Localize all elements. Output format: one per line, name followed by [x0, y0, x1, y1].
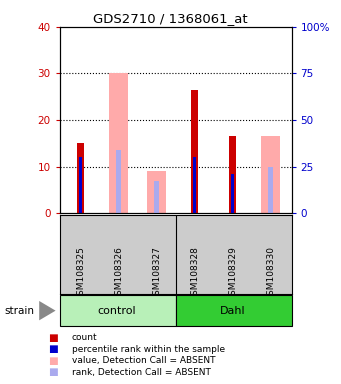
- Text: control: control: [98, 306, 136, 316]
- Bar: [154, 180, 159, 213]
- Bar: [268, 167, 273, 213]
- Bar: [176, 295, 292, 326]
- Text: GDS2710 / 1368061_at: GDS2710 / 1368061_at: [93, 12, 248, 25]
- Bar: [193, 157, 196, 213]
- Text: strain: strain: [4, 306, 34, 316]
- Bar: [261, 136, 280, 213]
- Polygon shape: [39, 301, 56, 320]
- Text: ■: ■: [48, 367, 58, 377]
- Text: Dahl: Dahl: [220, 306, 246, 316]
- Text: ■: ■: [48, 333, 58, 343]
- Text: count: count: [72, 333, 97, 343]
- Bar: [79, 157, 82, 213]
- Bar: [147, 171, 166, 213]
- Bar: [191, 90, 198, 213]
- Text: ■: ■: [48, 356, 58, 366]
- Bar: [60, 295, 176, 326]
- Text: ■: ■: [48, 344, 58, 354]
- Bar: [231, 174, 234, 213]
- Text: rank, Detection Call = ABSENT: rank, Detection Call = ABSENT: [72, 368, 210, 377]
- Text: percentile rank within the sample: percentile rank within the sample: [72, 345, 225, 354]
- Bar: [229, 136, 236, 213]
- Bar: [109, 73, 128, 213]
- Bar: [77, 143, 84, 213]
- Text: value, Detection Call = ABSENT: value, Detection Call = ABSENT: [72, 356, 215, 366]
- Bar: [116, 150, 121, 213]
